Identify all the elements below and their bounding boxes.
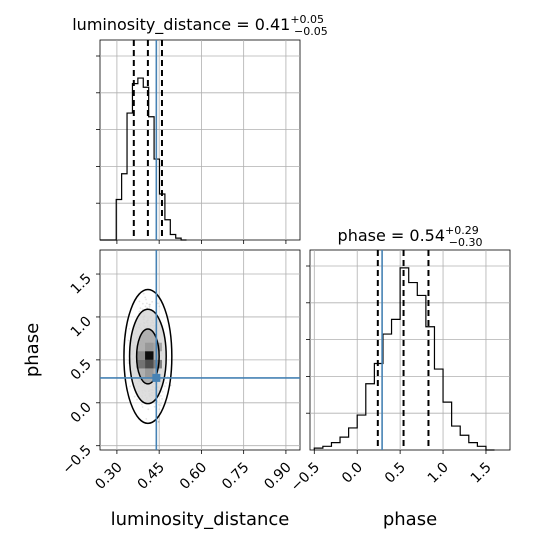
- density-cell: [153, 342, 162, 352]
- x-tick-label: 0.45: [135, 460, 168, 493]
- contour-line: [123, 288, 173, 425]
- x-tick-label: 0.60: [177, 460, 210, 493]
- y-tick-label: 1.5: [68, 271, 95, 298]
- x-tick-label: 0.90: [261, 460, 294, 493]
- phase-title: phase = 0.54+0.29 −0.30: [338, 224, 483, 249]
- y-tick-label: −0.5: [59, 442, 94, 477]
- x-tick-label: 0.75: [219, 460, 252, 493]
- y-axis-label-phase: phase: [22, 323, 43, 377]
- phase-panel: [309, 249, 511, 451]
- y-tick-label: 0.5: [68, 356, 95, 383]
- x-tick-label: −0.5: [288, 460, 323, 495]
- phase-histogram: [313, 267, 495, 451]
- x-axis-label-phase: phase: [383, 509, 437, 530]
- x-tick-label: 1.0: [425, 460, 452, 487]
- x-tick-label: 0.5: [382, 460, 409, 487]
- contour-line: [128, 308, 167, 405]
- x-tick-label: 0.0: [339, 460, 366, 487]
- density-cell: [145, 359, 154, 369]
- density-cell: [145, 351, 154, 360]
- x-axis-label-luminosity-distance: luminosity_distance: [111, 509, 290, 530]
- y-tick-label: 0.0: [68, 399, 95, 426]
- density-cell: [153, 359, 162, 369]
- scatter-point: [157, 420, 160, 423]
- density-cell: [136, 359, 146, 369]
- luminosity-distance-title: luminosity_distance = 0.41+0.05 −0.05: [72, 13, 328, 38]
- y-tick-label: 1.0: [68, 313, 95, 340]
- density-cell: [145, 342, 154, 352]
- x-tick-label: 1.5: [468, 460, 495, 487]
- contour-line: [135, 328, 160, 385]
- density-cell: [136, 351, 146, 360]
- x-tick-label: 0.30: [92, 460, 125, 493]
- truth-marker: [152, 373, 161, 382]
- luminosity-distance-histogram: [100, 77, 187, 241]
- joint-panel: [99, 249, 301, 451]
- density-cell: [145, 368, 154, 378]
- luminosity-distance-panel: [99, 39, 301, 241]
